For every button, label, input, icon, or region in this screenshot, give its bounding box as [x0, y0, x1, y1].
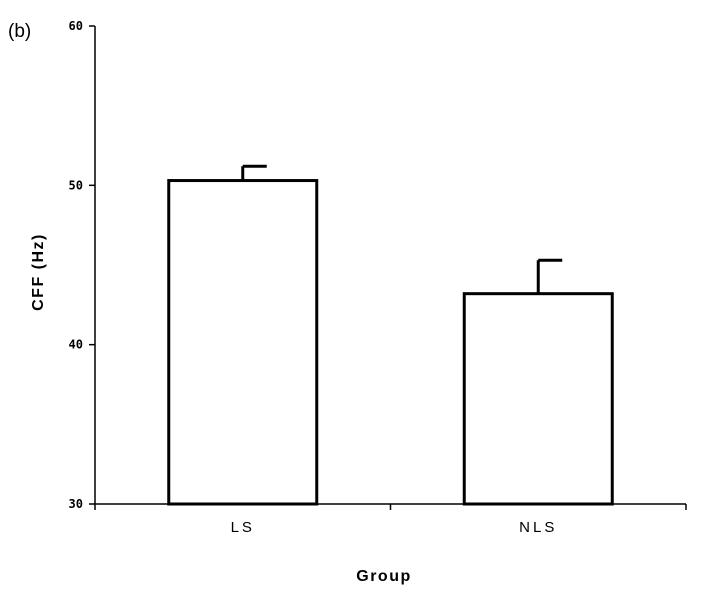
bar-LS [167, 179, 319, 506]
y-tick-label-50: 50 [69, 178, 83, 192]
x-tick-label-NLS: NLS [519, 519, 557, 536]
x-tick-label-LS: LS [231, 519, 255, 536]
tick-labels: 30 40 50 60 LS NLS [69, 19, 557, 536]
y-tick-label-60: 60 [69, 19, 83, 33]
bars [167, 179, 614, 506]
x-axis-title: Group [356, 568, 412, 585]
y-axis-title: CFF (Hz) [30, 233, 47, 311]
y-tick-label-40: 40 [69, 338, 83, 352]
bar-NLS [462, 292, 614, 506]
y-tick-label-30: 30 [69, 497, 83, 511]
panel-label: (b) [8, 21, 31, 42]
error-bars [241, 164, 563, 294]
